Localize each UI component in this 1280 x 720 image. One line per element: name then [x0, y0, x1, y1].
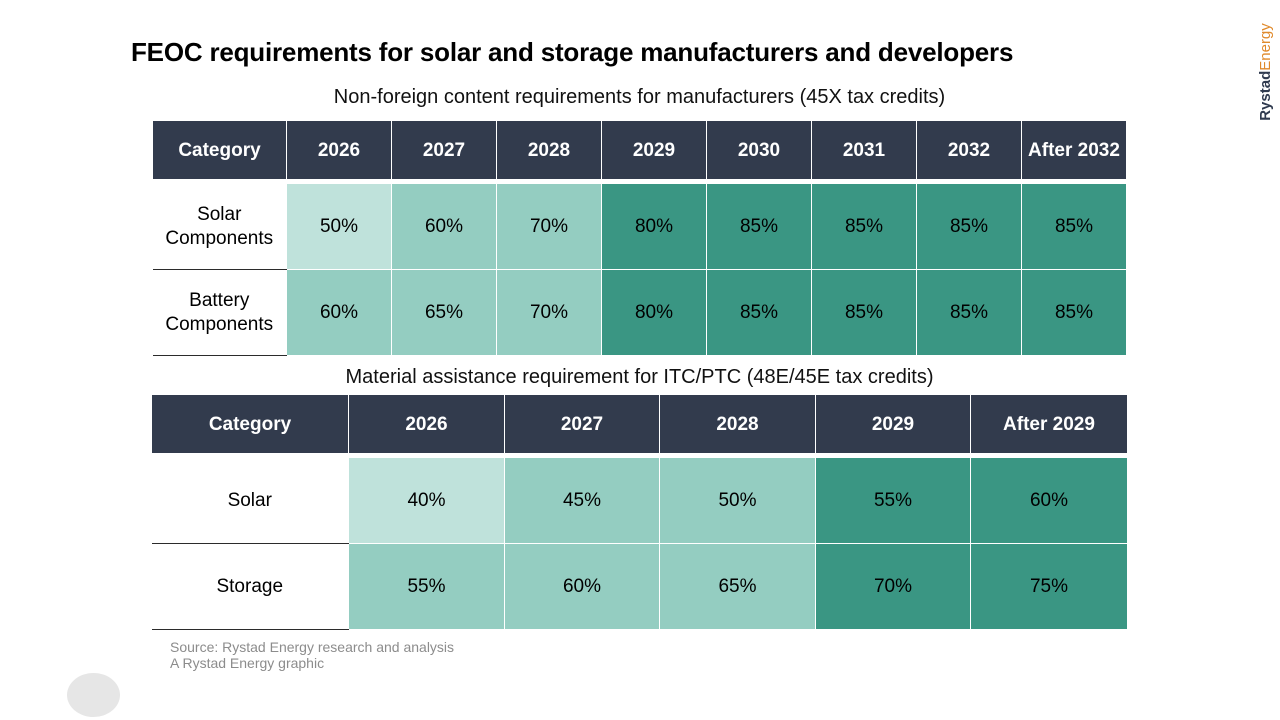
table-row: Battery Components 60% 65% 70% 80% 85% 85% 85% 8… [152, 269, 1127, 356]
value-cell: 70% [496, 183, 602, 270]
value-cell: 80% [601, 269, 707, 356]
header-cell: 2026 [286, 120, 392, 180]
value-cell: 65% [659, 543, 816, 630]
row-category-label: Battery Components [152, 269, 287, 356]
material-assistance-table: Category 2026 2027 2028 2029 After 2029 Solar 4… [151, 394, 1128, 630]
value-cell: 85% [706, 269, 812, 356]
header-cell: 2027 [504, 394, 660, 454]
value-cell: 60% [504, 543, 660, 630]
table1-title: Non-foreign content requirements for man… [333, 86, 946, 108]
logo-text-energy: Energy [1257, 23, 1274, 71]
header-cell: 2031 [811, 120, 917, 180]
manufacturer-requirements-table: Category 2026 2027 2028 2029 2030 2031 2032 Afte… [152, 120, 1127, 356]
value-cell: 60% [391, 183, 497, 270]
rystad-energy-logo: RystadEnergy [1256, 22, 1276, 122]
header-cell: After 2029 [970, 394, 1128, 454]
value-cell: 85% [916, 269, 1022, 356]
logo-text-rystad: Rystad [1257, 70, 1274, 121]
header-cell: 2026 [348, 394, 505, 454]
header-cell: 2029 [601, 120, 707, 180]
value-cell: 85% [706, 183, 812, 270]
value-cell: 50% [286, 183, 392, 270]
page-indicator-circle [67, 673, 120, 717]
value-cell: 85% [811, 269, 917, 356]
value-cell: 70% [496, 269, 602, 356]
value-cell: 80% [601, 183, 707, 270]
credit-line: A Rystad Energy graphic [170, 655, 325, 671]
value-cell: 40% [348, 457, 505, 544]
header-cell: 2027 [391, 120, 497, 180]
value-cell: 85% [1021, 269, 1127, 356]
table2-title: Material assistance requirement for ITC/… [345, 366, 934, 388]
row-category-label: Solar [151, 457, 349, 544]
value-cell: 75% [970, 543, 1128, 630]
header-cell: 2032 [916, 120, 1022, 180]
header-cell: After 2032 [1021, 120, 1127, 180]
source-line: Source: Rystad Energy research and analy… [170, 639, 455, 655]
header-cell: 2028 [659, 394, 816, 454]
header-cell-category: Category [151, 394, 349, 454]
value-cell: 65% [391, 269, 497, 356]
value-cell: 60% [286, 269, 392, 356]
source-note: Source: Rystad Energy research and analy… [170, 639, 454, 671]
value-cell: 85% [1021, 183, 1127, 270]
table-row: Solar Components 50% 60% 70% 80% 85% 85% 85% 85% [152, 183, 1127, 270]
header-cell: 2028 [496, 120, 602, 180]
row-category-label: Solar Components [152, 183, 287, 270]
row-category-label: Storage [151, 543, 349, 630]
header-cell-category: Category [152, 120, 287, 180]
page-title: FEOC requirements for solar and storage … [131, 37, 1014, 67]
header-cell: 2030 [706, 120, 812, 180]
value-cell: 45% [504, 457, 660, 544]
value-cell: 55% [348, 543, 505, 630]
table-row: Storage 55% 60% 65% 70% 75% [151, 543, 1128, 630]
value-cell: 50% [659, 457, 816, 544]
value-cell: 85% [811, 183, 917, 270]
table-row: Solar 40% 45% 50% 55% 60% [151, 457, 1128, 544]
value-cell: 60% [970, 457, 1128, 544]
value-cell: 70% [815, 543, 971, 630]
header-cell: 2029 [815, 394, 971, 454]
value-cell: 55% [815, 457, 971, 544]
value-cell: 85% [916, 183, 1022, 270]
